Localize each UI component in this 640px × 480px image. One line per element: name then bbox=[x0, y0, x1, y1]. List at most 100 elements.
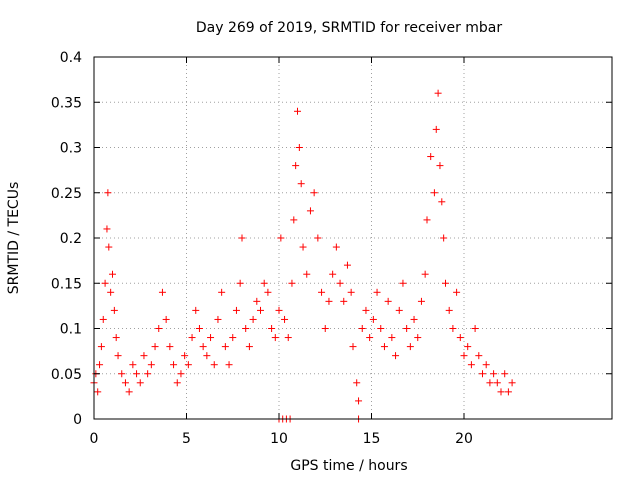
x-axis-label: GPS time / hours bbox=[290, 458, 407, 474]
data-point bbox=[112, 334, 120, 342]
data-point bbox=[490, 370, 498, 378]
data-point bbox=[501, 370, 509, 378]
data-point bbox=[299, 243, 307, 251]
data-point bbox=[471, 325, 479, 332]
x-tick-label: 10 bbox=[270, 431, 288, 447]
data-point bbox=[384, 297, 392, 305]
data-point bbox=[96, 361, 104, 369]
data-point bbox=[105, 243, 113, 251]
data-point bbox=[486, 379, 494, 387]
data-point bbox=[203, 352, 211, 360]
data-point bbox=[325, 297, 333, 305]
data-point bbox=[236, 279, 244, 287]
data-point bbox=[177, 370, 185, 378]
data-point bbox=[260, 279, 268, 287]
data-point bbox=[232, 306, 240, 314]
y-tick-label: 0.15 bbox=[51, 276, 82, 292]
data-point bbox=[343, 261, 351, 269]
data-point bbox=[207, 334, 215, 342]
data-point bbox=[456, 334, 464, 342]
data-point bbox=[366, 334, 374, 342]
data-point bbox=[249, 315, 257, 323]
data-point bbox=[329, 270, 337, 278]
data-point bbox=[332, 243, 340, 251]
data-point bbox=[467, 361, 475, 369]
data-point bbox=[380, 343, 388, 351]
data-point bbox=[109, 270, 116, 278]
data-point bbox=[336, 279, 344, 287]
data-point bbox=[144, 370, 152, 378]
data-point bbox=[257, 306, 264, 314]
data-point bbox=[284, 334, 292, 342]
data-point bbox=[151, 343, 159, 351]
data-point bbox=[442, 279, 449, 287]
y-tick-label: 0.3 bbox=[60, 141, 82, 157]
y-tick-label: 0.25 bbox=[51, 186, 82, 202]
data-point bbox=[125, 388, 133, 396]
data-point bbox=[423, 216, 431, 224]
data-point bbox=[162, 315, 170, 323]
data-point bbox=[349, 343, 357, 351]
data-point bbox=[464, 343, 472, 351]
data-point bbox=[264, 288, 272, 296]
data-point bbox=[355, 397, 363, 405]
data-point bbox=[388, 334, 396, 342]
data-point bbox=[158, 288, 166, 296]
data-point bbox=[292, 162, 300, 170]
data-point bbox=[449, 325, 457, 332]
data-point bbox=[147, 361, 155, 369]
data-point bbox=[238, 234, 246, 242]
axes: 0 5 10 15 20 0 0.05 0.1 0.15 0.2 0.25 0.3 0.35 0.4 bbox=[51, 50, 613, 447]
data-point bbox=[373, 288, 381, 296]
data-point bbox=[438, 198, 446, 206]
data-point bbox=[362, 306, 370, 314]
data-point bbox=[430, 189, 438, 197]
data-point bbox=[184, 361, 192, 369]
data-point bbox=[414, 334, 422, 342]
data-point bbox=[288, 279, 296, 287]
data-point bbox=[214, 315, 222, 323]
data-point bbox=[427, 153, 435, 161]
data-point bbox=[392, 352, 400, 360]
data-point bbox=[192, 306, 200, 314]
data-point bbox=[321, 325, 329, 332]
data-point bbox=[369, 315, 377, 323]
chart-title: Day 269 of 2019, SRMTID for receiver mba… bbox=[196, 20, 503, 36]
data-point bbox=[136, 379, 144, 387]
data-point bbox=[101, 279, 109, 287]
data-point bbox=[493, 379, 501, 387]
data-point bbox=[436, 162, 444, 170]
x-tick-label: 0 bbox=[90, 431, 99, 447]
y-tick-label: 0.05 bbox=[51, 367, 82, 383]
data-point bbox=[410, 315, 418, 323]
data-point bbox=[110, 306, 118, 314]
data-point bbox=[245, 343, 253, 351]
data-point bbox=[277, 234, 285, 242]
data-point bbox=[395, 306, 403, 314]
x-tick-label: 5 bbox=[182, 431, 191, 447]
data-point bbox=[94, 388, 102, 396]
y-tick-label: 0.2 bbox=[60, 231, 82, 247]
data-point bbox=[166, 343, 174, 351]
data-point bbox=[129, 361, 137, 369]
data-point bbox=[281, 315, 289, 323]
data-point bbox=[497, 388, 505, 396]
data-point bbox=[479, 370, 486, 378]
data-point bbox=[504, 388, 512, 396]
data-point bbox=[353, 379, 361, 387]
data-point bbox=[275, 306, 283, 314]
data-point bbox=[271, 334, 279, 342]
data-point bbox=[294, 107, 301, 115]
data-point bbox=[432, 125, 440, 133]
data-point bbox=[399, 279, 407, 287]
data-point bbox=[173, 379, 181, 387]
x-tick-label: 15 bbox=[363, 431, 381, 447]
data-point bbox=[421, 270, 429, 278]
data-point bbox=[188, 334, 196, 342]
data-point bbox=[104, 189, 112, 197]
data-point bbox=[181, 352, 189, 360]
data-point bbox=[434, 89, 442, 97]
data-point bbox=[121, 379, 129, 387]
